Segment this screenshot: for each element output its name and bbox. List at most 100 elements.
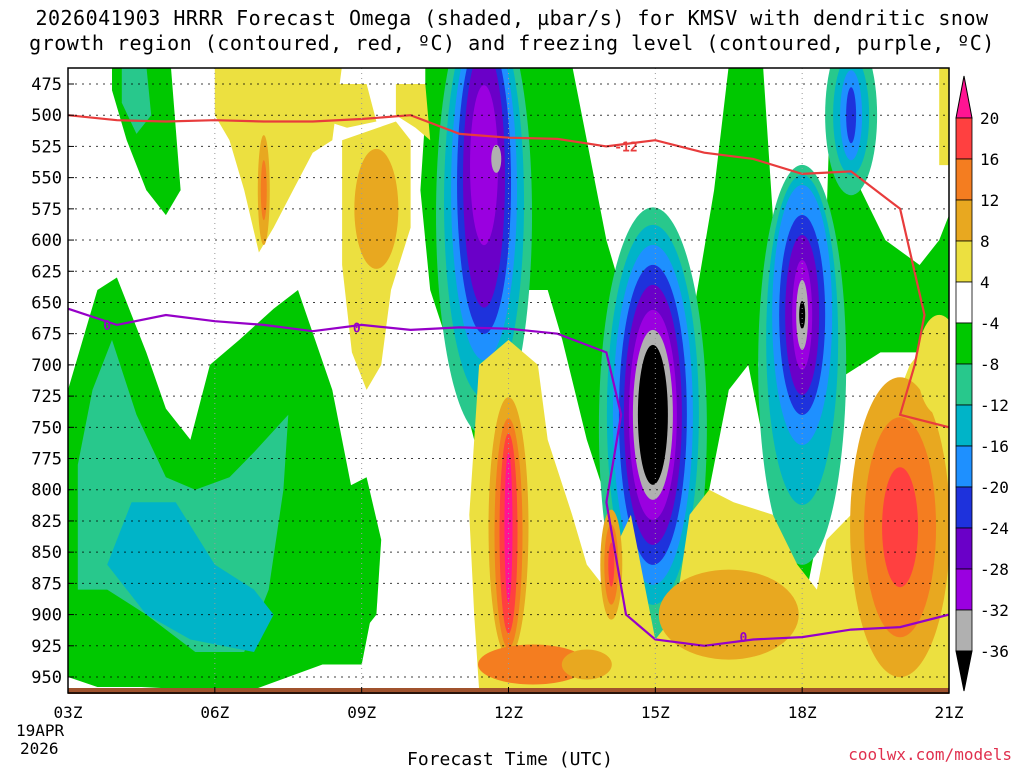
- y-tick-label: 575: [31, 200, 62, 220]
- colorbar-swatch: [955, 568, 973, 611]
- omega-region-yellow-12z: [469, 339, 949, 690]
- omega-contour-fill: [637, 344, 668, 485]
- y-tick-label: 900: [31, 606, 62, 626]
- colorbar-label: -28: [980, 560, 1009, 579]
- x-tick-label: 15Z: [641, 703, 670, 722]
- x-tick-label: 03Z: [54, 703, 83, 722]
- colorbar-swatch: [955, 158, 973, 201]
- axes: 475 500 525 550 575 600 625 650 675 700 725 750 775 8…: [31, 67, 964, 722]
- y-tick-label: 725: [31, 387, 62, 407]
- colorbar-top-arrow: [955, 75, 973, 119]
- contour-line-0: [68, 307, 949, 647]
- contour-label: 0: [740, 631, 748, 646]
- colorbar-label: 20: [980, 109, 999, 128]
- colorbar-swatch: [955, 609, 973, 652]
- x-tick-label: 09Z: [347, 703, 376, 722]
- contour-label: 0: [103, 319, 111, 334]
- colorbar-label: 12: [980, 191, 999, 210]
- omega-region-green-09z-lower: [337, 477, 382, 640]
- y-tick-label: 775: [31, 450, 62, 470]
- colorbar-label: -20: [980, 478, 1009, 497]
- colorbar-label: 8: [980, 232, 990, 251]
- omega-contour-fill: [504, 452, 513, 603]
- colorbar-swatch: [955, 486, 973, 529]
- omega-contour-fill: [470, 85, 499, 246]
- x-tick-label: 21Z: [935, 703, 964, 722]
- omega-contour-fill: [608, 542, 615, 587]
- colorbar-swatch: [955, 199, 973, 242]
- y-tick-label: 675: [31, 325, 62, 345]
- y-tick-label: 475: [31, 75, 62, 95]
- colorbar-label: -24: [980, 519, 1009, 538]
- omega-contour-fill: [799, 300, 806, 329]
- y-tick-label: 600: [31, 231, 62, 251]
- omega-shading: [68, 68, 949, 693]
- omega-cell-13z-bottom: [477, 644, 612, 685]
- plot-area: -12 0 0 0: [68, 68, 949, 694]
- y-tick-label: 950: [31, 668, 62, 688]
- title-line-2: growth region (contoured, red, ºC) and f…: [29, 31, 995, 55]
- colorbar-label: 4: [980, 273, 990, 292]
- y-tick-label: 850: [31, 543, 62, 563]
- omega-contour-fill: [561, 649, 612, 680]
- omega-contour-fill: [917, 314, 949, 415]
- grid: [68, 68, 949, 693]
- x-axis: 03Z 06Z 09Z 12Z 15Z 18Z 21Z: [54, 687, 964, 722]
- colorbar-label: -16: [980, 437, 1009, 456]
- omega-contour-fill: [658, 569, 799, 660]
- colorbar-bottom-arrow: [955, 650, 973, 692]
- y-axis: 475 500 525 550 575 600 625 650 675 700 725 750 775 8…: [31, 75, 74, 688]
- x-tick-label: 12Z: [494, 703, 523, 722]
- colorbar-swatch: [955, 240, 973, 283]
- y-tick-label: 825: [31, 512, 62, 532]
- y-tick-label: 750: [31, 418, 62, 438]
- title-line-1: 2026041903 HRRR Forecast Omega (shaded, …: [35, 6, 989, 30]
- omega-cell-18z: [758, 164, 847, 565]
- omega-contour-fill: [477, 644, 588, 685]
- colorbar-swatch: [955, 117, 973, 160]
- omega-contour-fill: [491, 144, 502, 173]
- colorbar-label: -32: [980, 601, 1009, 620]
- y-tick-label: 625: [31, 262, 62, 282]
- omega-contour-fill: [846, 87, 857, 144]
- colorbar-label: 16: [980, 150, 999, 169]
- y-tick-label: 700: [31, 356, 62, 376]
- omega-cell-07z: [257, 135, 270, 246]
- omega-region-left-teal-2: [107, 502, 274, 652]
- chart-title: 2026041903 HRRR Forecast Omega (shaded, …: [0, 6, 1024, 56]
- x-tick-label: 06Z: [200, 703, 229, 722]
- omega-region-yellow-right-top: [395, 84, 431, 141]
- omega-cell-20z-top: [917, 314, 949, 415]
- contour-line--12: [68, 114, 949, 429]
- contour-labels: -12 0 0 0: [103, 140, 747, 646]
- y-tick-label: 875: [31, 574, 62, 594]
- colorbar-label: -36: [980, 642, 1009, 661]
- x-tick-label: 18Z: [788, 703, 817, 722]
- omega-cell-19z: [825, 68, 878, 196]
- colorbar-swatch: [955, 527, 973, 570]
- y-tick-label: 550: [31, 169, 62, 189]
- y-tick-label: 525: [31, 137, 62, 157]
- colorbar-label: -8: [980, 355, 999, 374]
- omega-cell-16z: [658, 569, 799, 660]
- colorbar-label: -12: [980, 396, 1009, 415]
- colorbar-swatch: [955, 363, 973, 406]
- omega-cell-15z: [598, 207, 707, 648]
- colorbar-swatch: [955, 404, 973, 447]
- colorbar-swatch: [955, 445, 973, 488]
- colorbar: 20 16 12 8 4 -4 -8 -12 -16 -20 -24 -28 -32 -36: [955, 75, 1009, 692]
- y-tick-label: 800: [31, 481, 62, 501]
- omega-contour-fill: [882, 467, 919, 588]
- omega-cell-20z: [850, 377, 949, 678]
- omega-contour-fill: [260, 160, 267, 221]
- colorbar-swatch: [955, 281, 973, 324]
- colorbar-swatch: [955, 322, 973, 365]
- omega-region-upper-left-teal: [121, 68, 152, 134]
- contour-label: -12: [614, 140, 637, 155]
- colorbar-label: -4: [980, 314, 999, 333]
- y-tick-label: 925: [31, 637, 62, 657]
- y-tick-label: 650: [31, 293, 62, 313]
- contour-label: 0: [353, 321, 361, 336]
- y-tick-label: 500: [31, 106, 62, 126]
